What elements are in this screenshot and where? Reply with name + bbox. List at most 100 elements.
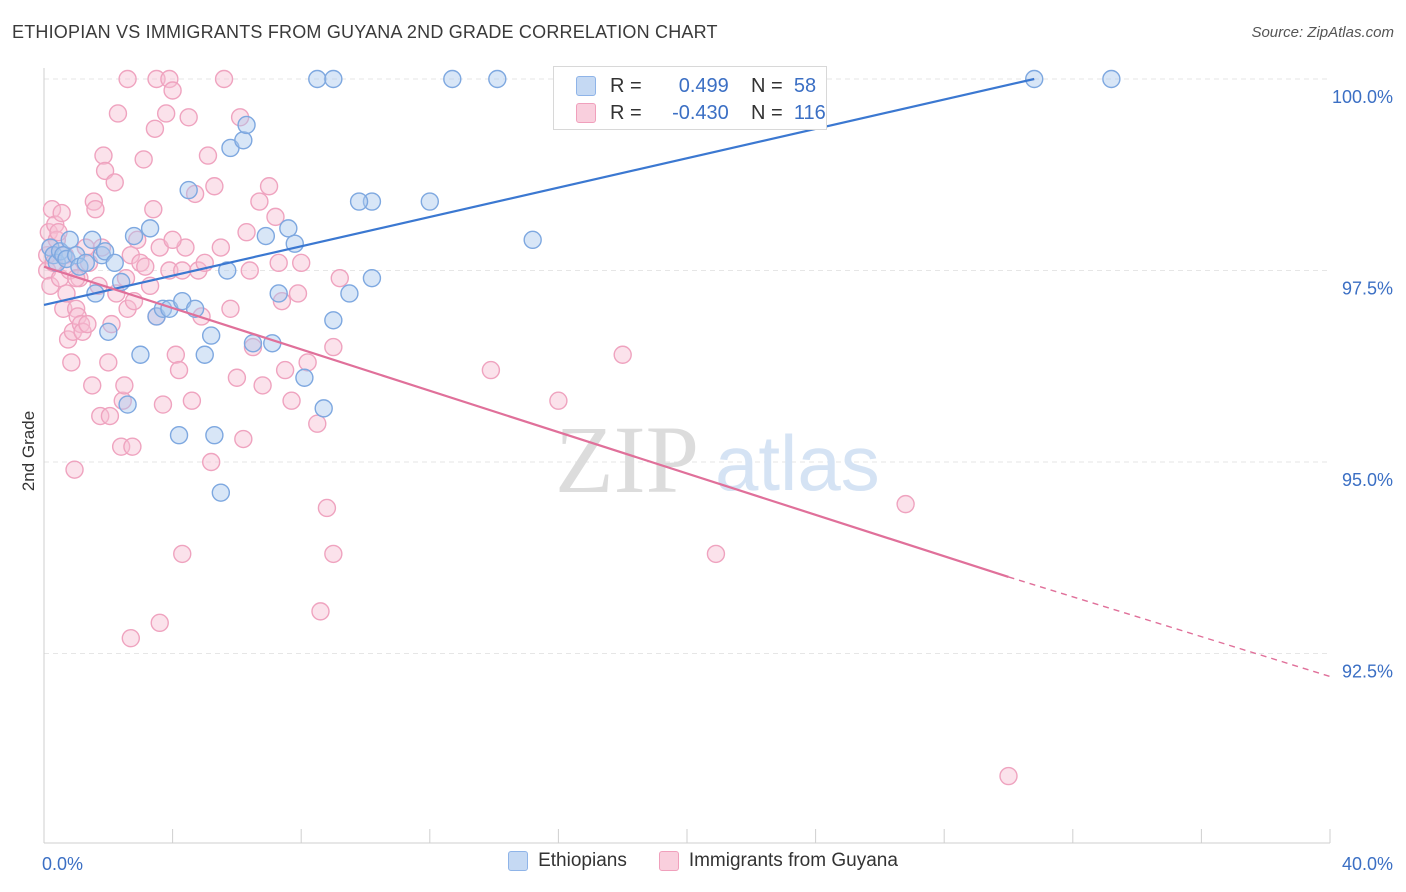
point-guyana <box>201 452 221 472</box>
r-value: 0.499 <box>678 74 729 97</box>
n-value: 58 <box>793 74 817 97</box>
point-guyana <box>549 391 568 410</box>
point-ethiopians <box>83 230 102 250</box>
point-ethiopians <box>76 253 95 273</box>
point-ethiopians <box>118 395 137 414</box>
point-ethiopians <box>295 368 314 387</box>
point-guyana <box>145 119 165 138</box>
point-guyana <box>163 230 182 250</box>
point-guyana <box>259 177 279 196</box>
source-credit: Source: ZipAtlas.com <box>1251 24 1394 41</box>
point-guyana <box>163 81 182 100</box>
point-ethiopians <box>324 311 343 330</box>
point-guyana <box>250 192 269 211</box>
point-ethiopians <box>1102 69 1121 89</box>
point-guyana <box>78 314 97 334</box>
stats-legend: R = 0.499 N = 58 R = -0.430 N = 116 <box>553 66 827 130</box>
x-tick-label-max: 40.0% <box>1342 854 1393 874</box>
grid-lines <box>44 78 1330 654</box>
point-guyana <box>83 376 102 395</box>
point-guyana <box>999 766 1018 786</box>
legend-swatch-ethiopians <box>508 851 529 871</box>
point-ethiopians <box>340 284 359 303</box>
point-ethiopians <box>105 253 124 273</box>
data-points <box>38 69 1121 786</box>
y-tick-label: 95.0% <box>1342 470 1393 490</box>
point-guyana <box>156 104 176 123</box>
point-guyana <box>160 69 179 89</box>
point-guyana <box>173 544 192 564</box>
trend-line-ethiopians <box>43 77 1035 307</box>
y-tick-label: 97.5% <box>1342 279 1393 299</box>
legend-label-guyana: Immigrants from Guyana <box>688 850 898 871</box>
legend-swatch-guyana <box>658 851 679 871</box>
swatch-guyana <box>576 103 596 123</box>
watermark: ZIP atlas <box>555 406 880 513</box>
point-guyana <box>288 284 308 303</box>
point-ethiopians <box>234 131 253 150</box>
point-guyana <box>144 200 163 219</box>
point-ethiopians <box>314 399 333 418</box>
point-guyana <box>173 261 192 280</box>
point-guyana <box>214 69 234 89</box>
point-ethiopians <box>349 192 369 211</box>
point-ethiopians <box>443 69 462 89</box>
r-label: R = <box>610 101 642 124</box>
point-guyana <box>324 544 343 564</box>
legend-label-ethiopians: Ethiopians <box>538 850 627 871</box>
legend-item-guyana[interactable]: Immigrants from Guyana <box>658 850 898 872</box>
point-guyana <box>52 203 71 223</box>
point-guyana <box>221 299 240 318</box>
point-guyana <box>234 429 253 449</box>
point-guyana <box>275 360 295 380</box>
point-ethiopians <box>211 483 231 502</box>
swatch-ethiopians <box>576 76 596 96</box>
series-legend: Ethiopians Immigrants from Guyana <box>0 850 1406 872</box>
point-ethiopians <box>420 192 439 211</box>
point-ethiopians <box>279 219 298 238</box>
point-guyana <box>41 276 60 296</box>
point-ethiopians <box>201 326 221 345</box>
point-guyana <box>99 353 118 372</box>
point-guyana <box>91 406 110 426</box>
point-guyana <box>706 544 726 564</box>
point-ethiopians <box>324 69 343 89</box>
point-guyana <box>205 177 224 196</box>
point-guyana <box>298 353 317 372</box>
point-ethiopians <box>60 230 79 250</box>
point-guyana <box>65 460 84 479</box>
point-ethiopians <box>488 69 507 89</box>
point-guyana <box>105 173 124 192</box>
legend-item-ethiopians[interactable]: Ethiopians <box>508 850 627 872</box>
point-guyana <box>292 253 311 273</box>
y-tick-label: 92.5% <box>1342 662 1393 682</box>
point-ethiopians <box>243 334 263 353</box>
y-tick-label: 100.0% <box>1332 87 1393 107</box>
point-guyana <box>253 376 272 395</box>
point-ethiopians <box>269 284 288 303</box>
point-ethiopians <box>523 230 542 250</box>
point-ethiopians <box>256 226 276 246</box>
point-guyana <box>147 69 166 89</box>
point-guyana <box>282 391 301 410</box>
axes <box>43 68 1331 844</box>
point-guyana <box>57 284 76 303</box>
point-guyana <box>237 222 256 242</box>
n-label: N = <box>751 74 783 97</box>
point-guyana <box>134 150 153 169</box>
point-guyana <box>62 353 81 372</box>
point-ethiopians <box>140 219 160 238</box>
point-guyana <box>324 337 343 357</box>
r-value: -0.430 <box>672 101 729 124</box>
point-guyana <box>311 602 330 621</box>
point-ethiopians <box>308 69 327 89</box>
stats-row-ethiopians: R = 0.499 N = 58 <box>576 73 816 99</box>
point-guyana <box>330 268 349 288</box>
point-guyana <box>211 238 231 257</box>
point-ethiopians <box>179 180 198 200</box>
point-guyana <box>108 104 128 123</box>
point-guyana <box>227 368 247 387</box>
n-label: N = <box>751 101 783 124</box>
point-ethiopians <box>169 425 189 445</box>
